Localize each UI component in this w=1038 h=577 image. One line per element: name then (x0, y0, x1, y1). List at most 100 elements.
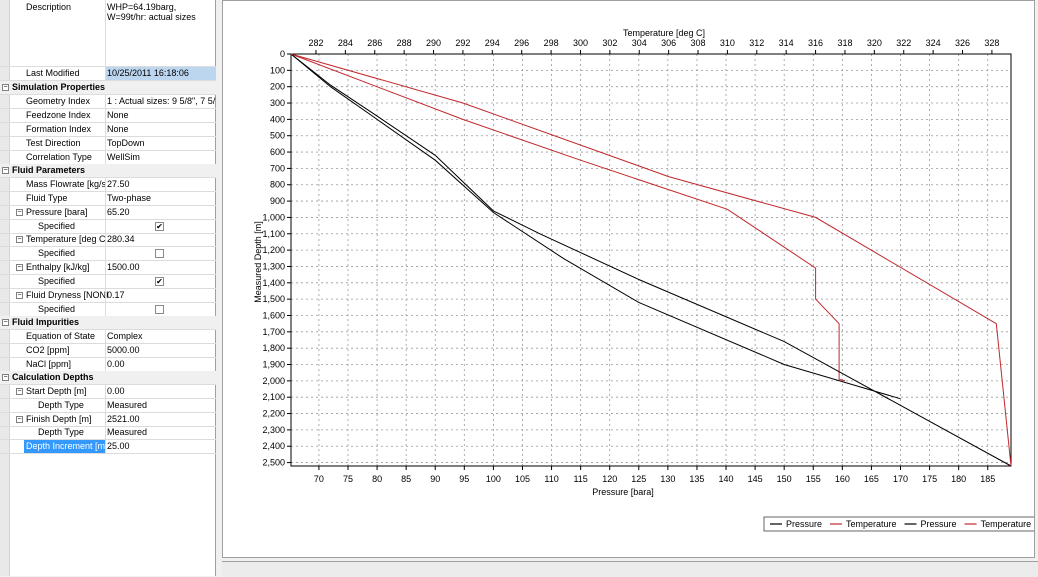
dryness-specified-checkbox[interactable] (155, 305, 164, 314)
collapse-icon[interactable]: − (16, 236, 23, 243)
enthalpy-value[interactable]: 1500.00 (105, 261, 216, 274)
category-simulation-properties[interactable]: − Simulation Properties (0, 81, 216, 95)
formation-index-label: Formation Index (26, 124, 92, 134)
legend-label: Temperature (981, 519, 1032, 529)
x-bottom-tick-label: 140 (719, 474, 734, 484)
start-depth-value[interactable]: 0.00 (105, 385, 216, 398)
co2-label: CO2 [ppm] (26, 345, 70, 355)
collapse-icon[interactable]: − (2, 167, 9, 174)
depth-type-value[interactable]: Measured (105, 426, 216, 439)
geometry-index-row[interactable]: Geometry Index 1 : Actual sizes: 9 5/8",… (0, 95, 216, 109)
y-tick-label: 2,100 (262, 392, 285, 402)
x-bottom-tick-label: 85 (401, 474, 411, 484)
feedzone-index-value[interactable]: None (105, 109, 216, 122)
formation-index-value[interactable]: None (105, 123, 216, 136)
pressure-row[interactable]: − Pressure [bara] 65.20 (0, 206, 216, 220)
x-bottom-tick-label: 115 (573, 474, 587, 484)
test-direction-row[interactable]: Test Direction TopDown (0, 137, 216, 151)
x-top-tick-label: 318 (837, 38, 852, 48)
temperature-value[interactable]: 280.34 (105, 233, 216, 246)
geometry-index-value[interactable]: 1 : Actual sizes: 9 5/8", 7 5/ (105, 95, 216, 108)
enthalpy-specified-checkbox[interactable]: ✔ (155, 277, 164, 286)
finish-depth-type-row[interactable]: Depth Type Measured (0, 426, 216, 440)
equation-of-state-row[interactable]: Equation of State Complex (0, 330, 216, 344)
fluid-dryness-row[interactable]: − Fluid Dryness [NONI 0.17 (0, 289, 216, 303)
x-top-tick-label: 302 (602, 38, 617, 48)
x-top-tick-label: 286 (367, 38, 382, 48)
start-depth-type-row[interactable]: Depth Type Measured (0, 399, 216, 413)
depth-increment-row[interactable]: Depth Increment [m 25.00 (0, 440, 216, 454)
specified-label: Specified (38, 304, 76, 314)
nacl-row[interactable]: NaCl [ppm] 0.00 (0, 358, 216, 372)
pressure-specified-checkbox[interactable]: ✔ (155, 222, 164, 231)
legend: Pressure Temperature Pressure Temperature (763, 516, 1038, 532)
y-tick-label: 2,300 (262, 425, 285, 435)
x-bottom-tick-label: 180 (951, 474, 966, 484)
feedzone-index-row[interactable]: Feedzone Index None (0, 109, 216, 123)
last-modified-value[interactable]: 10/25/2011 16:18:06 (105, 67, 216, 80)
equation-of-state-value[interactable]: Complex (105, 330, 216, 343)
plot-frame (290, 53, 1012, 467)
mass-flowrate-row[interactable]: Mass Flowrate [kg/s 27.50 (0, 178, 216, 192)
finish-depth-value[interactable]: 2521.00 (105, 413, 216, 426)
category-fluid-parameters[interactable]: − Fluid Parameters (0, 164, 216, 178)
description-value[interactable]: WHP=64.19barg, W=99t/hr: actual sizes (105, 0, 216, 67)
temperature-label: Temperature [deg C (26, 234, 106, 244)
last-modified-label: Last Modified (26, 68, 80, 78)
collapse-icon[interactable]: − (2, 374, 9, 381)
x-top-tick-label: 326 (955, 38, 970, 48)
co2-row[interactable]: CO2 [ppm] 5000.00 (0, 344, 216, 358)
co2-value[interactable]: 5000.00 (105, 344, 216, 357)
pressure-value[interactable]: 65.20 (105, 206, 216, 219)
formation-index-row[interactable]: Formation Index None (0, 123, 216, 137)
x-top-tick-label: 324 (926, 38, 941, 48)
depth-type-value[interactable]: Measured (105, 399, 216, 412)
dryness-specified-row[interactable]: Specified (0, 303, 216, 317)
specified-label: Specified (38, 221, 76, 231)
collapse-icon[interactable]: − (16, 388, 23, 395)
description-row[interactable]: Description WHP=64.19barg, W=99t/hr: act… (0, 0, 216, 67)
fluid-type-value[interactable]: Two-phase (105, 192, 216, 205)
start-depth-label: Start Depth [m] (26, 386, 87, 396)
x-bottom-tick-label: 70 (314, 474, 324, 484)
x-top-tick-label: 308 (691, 38, 706, 48)
y-tick-label: 1,000 (262, 212, 285, 222)
specified-value-cell (105, 303, 216, 316)
fluid-type-row[interactable]: Fluid Type Two-phase (0, 192, 216, 206)
collapse-icon[interactable]: − (16, 264, 23, 271)
collapse-icon[interactable]: − (2, 319, 9, 326)
enthalpy-specified-row[interactable]: Specified ✔ (0, 275, 216, 289)
y-tick-label: 100 (270, 65, 285, 75)
mass-flowrate-value[interactable]: 27.50 (105, 178, 216, 191)
temperature-row[interactable]: − Temperature [deg C 280.34 (0, 233, 216, 247)
category-fluid-impurities[interactable]: − Fluid Impurities (0, 316, 216, 330)
depth-type-label: Depth Type (38, 400, 84, 410)
y-tick-label: 900 (270, 196, 285, 206)
collapse-icon[interactable]: − (16, 416, 23, 423)
collapse-icon[interactable]: − (16, 209, 23, 216)
correlation-type-label: Correlation Type (26, 152, 92, 162)
fluid-type-label: Fluid Type (26, 193, 68, 203)
nacl-label: NaCl [ppm] (26, 359, 72, 369)
temperature-specified-row[interactable]: Specified (0, 247, 216, 261)
category-label: Fluid Parameters (12, 165, 86, 175)
pressure-specified-row[interactable]: Specified ✔ (0, 220, 216, 234)
finish-depth-row[interactable]: − Finish Depth [m] 2521.00 (0, 413, 216, 427)
x-top-tick-label: 284 (338, 38, 353, 48)
category-calculation-depths[interactable]: − Calculation Depths (0, 371, 216, 385)
temperature-specified-checkbox[interactable] (155, 249, 164, 258)
enthalpy-row[interactable]: − Enthalpy [kJ/kg] 1500.00 (0, 261, 216, 275)
nacl-value[interactable]: 0.00 (105, 358, 216, 371)
test-direction-value[interactable]: TopDown (105, 137, 216, 150)
last-modified-row[interactable]: Last Modified 10/25/2011 16:18:06 (0, 67, 216, 81)
pressure-label: Pressure [bara] (26, 207, 88, 217)
fluid-dryness-value[interactable]: 0.17 (105, 289, 216, 302)
correlation-type-row[interactable]: Correlation Type WellSim (0, 151, 216, 165)
correlation-type-value[interactable]: WellSim (105, 151, 216, 164)
y-tick-label: 700 (270, 163, 285, 173)
collapse-icon[interactable]: − (2, 84, 9, 91)
depth-increment-value[interactable]: 25.00 (105, 440, 216, 453)
start-depth-row[interactable]: − Start Depth [m] 0.00 (0, 385, 216, 399)
collapse-icon[interactable]: − (16, 292, 23, 299)
x-bottom-tick-label: 170 (893, 474, 908, 484)
